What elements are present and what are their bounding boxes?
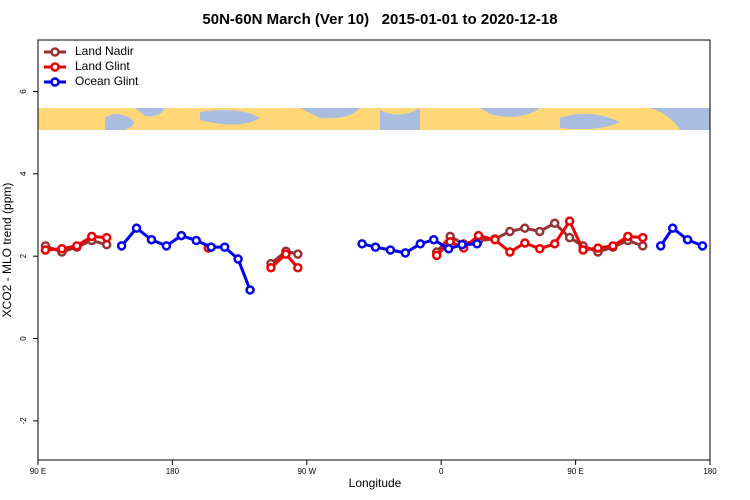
x-axis-label: Longitude (349, 476, 402, 490)
data-point (116, 241, 127, 251)
y-tick-label: 6 (19, 89, 28, 94)
data-point (638, 241, 648, 251)
data-point (161, 241, 172, 251)
x-tick-label: 90 W (297, 467, 316, 476)
data-point (520, 223, 530, 233)
x-tick-label: 90 E (30, 467, 46, 476)
data-point (293, 249, 303, 259)
data-point (535, 244, 545, 254)
data-point (564, 216, 575, 226)
x-tick-label: 90 E (567, 467, 583, 476)
legend-marker (50, 47, 60, 57)
data-point (564, 232, 575, 243)
data-point (549, 239, 560, 249)
data-point (578, 245, 588, 255)
data-point (219, 242, 230, 252)
data-point (505, 226, 515, 237)
map-strip (38, 108, 710, 130)
legend-marker (50, 62, 60, 72)
x-tick-label: 180 (166, 467, 180, 476)
chart-title: 50N-60N March (Ver 10) 2015-01-01 to 202… (202, 11, 557, 28)
data-point (385, 245, 396, 255)
data-point (697, 241, 708, 251)
data-point (40, 245, 51, 255)
data-point (473, 230, 484, 241)
y-tick-label: -2 (19, 417, 28, 425)
data-point (638, 232, 648, 243)
data-point (457, 239, 467, 250)
y-tick-label: 4 (19, 171, 28, 176)
data-point (87, 231, 97, 242)
data-point (623, 231, 633, 242)
data-point (549, 218, 560, 228)
data-point (655, 241, 666, 251)
y-tick-label: 2 (19, 253, 28, 258)
data-point (206, 242, 216, 252)
data-point (431, 250, 442, 261)
data-point (415, 239, 426, 249)
data-point (131, 223, 142, 233)
data-point (443, 244, 454, 254)
legend-label: Land Glint (75, 59, 130, 73)
data-point (535, 226, 545, 237)
data-point (293, 262, 303, 273)
data-point (191, 235, 202, 246)
data-point (57, 244, 67, 254)
data-point (101, 232, 112, 243)
data-point (176, 230, 187, 241)
data-point (370, 242, 381, 252)
x-tick-label: 180 (703, 467, 717, 476)
data-point (281, 249, 291, 259)
plot-frame (37, 39, 711, 461)
data-point (505, 247, 515, 257)
data-point (472, 239, 482, 249)
data-point (682, 234, 693, 245)
data-point (400, 248, 411, 258)
data-point (593, 243, 603, 253)
data-point (428, 234, 439, 245)
data-point (245, 285, 255, 295)
data-point (266, 262, 276, 273)
series-line (120, 226, 704, 291)
y-tick-label: 0 (19, 336, 28, 341)
y-axis-label: XCO2 - MLO trend (ppm) (0, 183, 14, 318)
data-point (667, 223, 678, 233)
x-tick-label: 0 (439, 467, 444, 476)
legend-marker (50, 77, 60, 87)
legend-label: Land Nadir (75, 44, 134, 58)
data-point (520, 238, 530, 248)
legend-label: Ocean Glint (75, 74, 139, 88)
data-point (146, 234, 157, 245)
data-point (608, 241, 618, 251)
data-point (72, 241, 82, 251)
data-point (490, 234, 500, 245)
data-point (357, 239, 367, 249)
data-point (233, 254, 243, 264)
